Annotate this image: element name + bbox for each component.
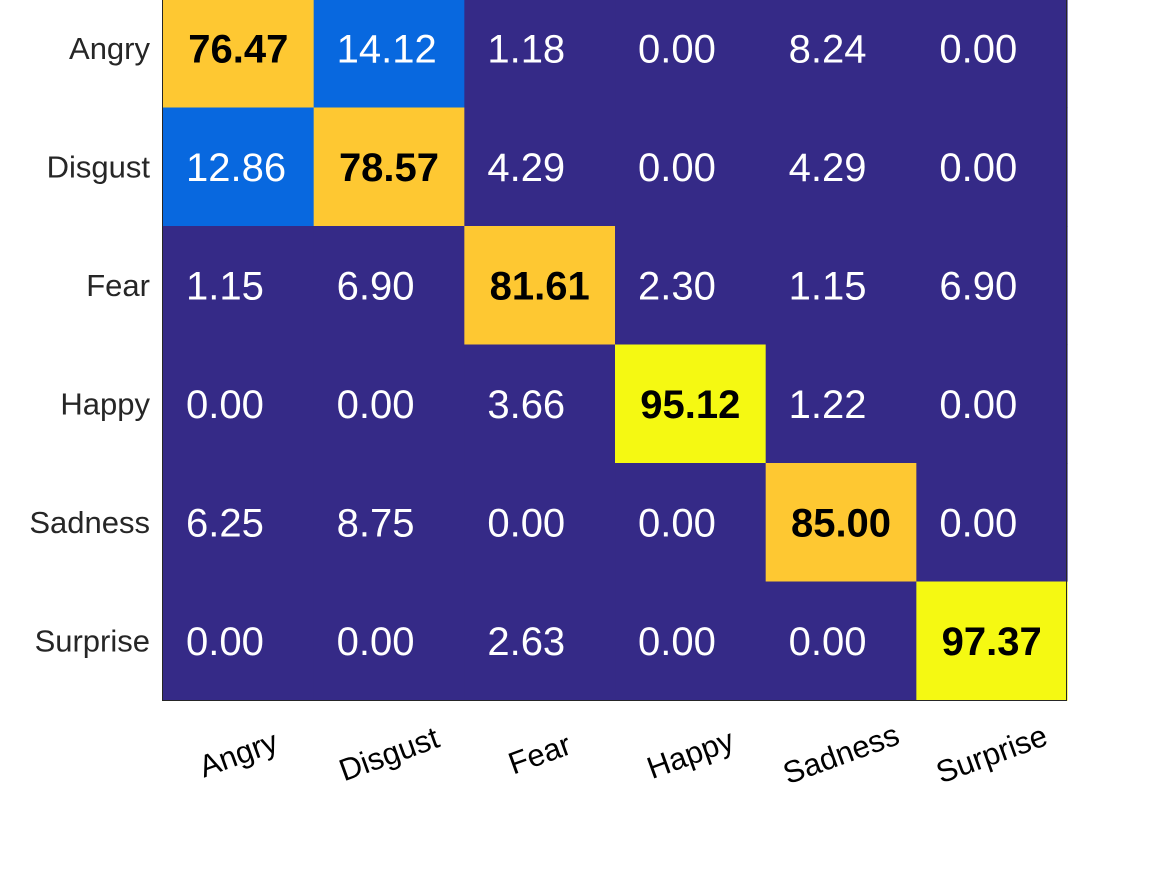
cell-value-fear-surprise: 6.90: [939, 264, 1017, 308]
cell-value-surprise-surprise: 97.37: [942, 620, 1042, 664]
cell-value-fear-fear: 81.61: [490, 264, 590, 308]
cell-value-sadness-happy: 0.00: [638, 501, 716, 545]
cell-fear-happy: [615, 226, 767, 346]
cell-disgust-fear: [464, 107, 616, 227]
heatmap-cells: [163, 0, 1068, 701]
cell-value-angry-happy: 0.00: [638, 27, 716, 71]
cell-sadness-surprise: [916, 463, 1068, 583]
col-label-sadness: Sadness: [778, 717, 903, 791]
col-label-fear: Fear: [504, 727, 576, 782]
cell-fear-surprise: [916, 226, 1068, 346]
cell-value-fear-happy: 2.30: [638, 264, 716, 308]
cell-value-happy-sadness: 1.22: [789, 383, 867, 427]
col-label-happy: Happy: [642, 722, 739, 786]
cell-happy-happy: [615, 344, 767, 464]
col-label-angry: Angry: [194, 724, 283, 785]
cell-values: 76.47 14.12 1.18 0.00 8.24 0.00 12.86 78.57 4.29…: [186, 27, 1042, 664]
cell-happy-angry: [163, 344, 315, 464]
cell-value-surprise-happy: 0.00: [638, 620, 716, 664]
cell-surprise-angry: [163, 581, 315, 701]
cell-disgust-happy: [615, 107, 767, 227]
cell-sadness-sadness: [765, 463, 917, 583]
cell-value-sadness-sadness: 85.00: [791, 501, 891, 545]
cell-value-happy-disgust: 0.00: [337, 383, 415, 427]
cell-value-sadness-fear: 0.00: [487, 501, 565, 545]
cell-value-fear-angry: 1.15: [186, 264, 264, 308]
cell-value-disgust-happy: 0.00: [638, 146, 716, 190]
cell-angry-fear: [464, 0, 616, 109]
cell-value-angry-disgust: 14.12: [337, 27, 437, 71]
cell-value-disgust-angry: 12.86: [186, 146, 286, 190]
cell-fear-disgust: [313, 226, 465, 346]
cell-value-disgust-sadness: 4.29: [789, 146, 867, 190]
row-label-surprise: Surprise: [35, 623, 150, 658]
cell-surprise-happy: [615, 581, 767, 701]
cell-value-disgust-surprise: 0.00: [939, 146, 1017, 190]
col-label-surprise: Surprise: [931, 718, 1051, 790]
row-label-angry: Angry: [69, 31, 150, 66]
cell-value-angry-fear: 1.18: [487, 27, 565, 71]
row-label-disgust: Disgust: [47, 149, 151, 184]
cell-value-surprise-disgust: 0.00: [337, 620, 415, 664]
cell-value-angry-angry: 76.47: [188, 27, 288, 71]
cell-value-sadness-angry: 6.25: [186, 501, 264, 545]
cell-happy-surprise: [916, 344, 1068, 464]
cell-value-disgust-disgust: 78.57: [339, 146, 439, 190]
cell-angry-happy: [615, 0, 767, 109]
cell-value-happy-angry: 0.00: [186, 383, 264, 427]
cell-disgust-sadness: [765, 107, 917, 227]
cell-sadness-disgust: [313, 463, 465, 583]
cell-surprise-sadness: [765, 581, 917, 701]
cell-happy-fear: [464, 344, 616, 464]
cell-value-surprise-fear: 2.63: [487, 620, 565, 664]
cell-value-surprise-angry: 0.00: [186, 620, 264, 664]
cell-fear-fear: [464, 226, 616, 346]
cell-happy-disgust: [313, 344, 465, 464]
row-label-happy: Happy: [60, 386, 150, 421]
cell-surprise-surprise: [916, 581, 1068, 701]
cell-value-angry-sadness: 8.24: [789, 27, 867, 71]
cell-sadness-fear: [464, 463, 616, 583]
cell-happy-sadness: [765, 344, 917, 464]
cell-fear-sadness: [765, 226, 917, 346]
cell-value-sadness-disgust: 8.75: [337, 501, 415, 545]
cell-angry-angry: [163, 0, 315, 109]
cell-disgust-surprise: [916, 107, 1068, 227]
cell-value-fear-sadness: 1.15: [789, 264, 867, 308]
cell-value-disgust-fear: 4.29: [487, 146, 565, 190]
cell-value-happy-fear: 3.66: [487, 383, 565, 427]
cell-angry-sadness: [765, 0, 917, 109]
cell-value-happy-surprise: 0.00: [939, 383, 1017, 427]
cell-sadness-happy: [615, 463, 767, 583]
cell-angry-surprise: [916, 0, 1068, 109]
cell-value-happy-happy: 95.12: [640, 383, 740, 427]
row-label-fear: Fear: [86, 268, 150, 303]
cell-value-sadness-surprise: 0.00: [939, 501, 1017, 545]
cell-value-angry-surprise: 0.00: [939, 27, 1017, 71]
cell-surprise-disgust: [313, 581, 465, 701]
y-tick-labels: Angry Disgust Fear Happy Sadness Surprise: [29, 31, 150, 659]
plot-frame: [162, 0, 1067, 701]
cell-sadness-angry: [163, 463, 315, 583]
col-label-disgust: Disgust: [334, 720, 443, 788]
cell-surprise-fear: [464, 581, 616, 701]
cell-fear-angry: [163, 226, 315, 346]
row-label-sadness: Sadness: [29, 505, 150, 540]
cell-disgust-disgust: [313, 107, 465, 227]
cell-angry-disgust: [313, 0, 465, 109]
cell-value-fear-disgust: 6.90: [337, 264, 415, 308]
x-tick-labels: Angry Disgust Fear Happy Sadness Surprise: [194, 717, 1052, 791]
cell-value-surprise-sadness: 0.00: [789, 620, 867, 664]
cell-disgust-angry: [163, 107, 315, 227]
